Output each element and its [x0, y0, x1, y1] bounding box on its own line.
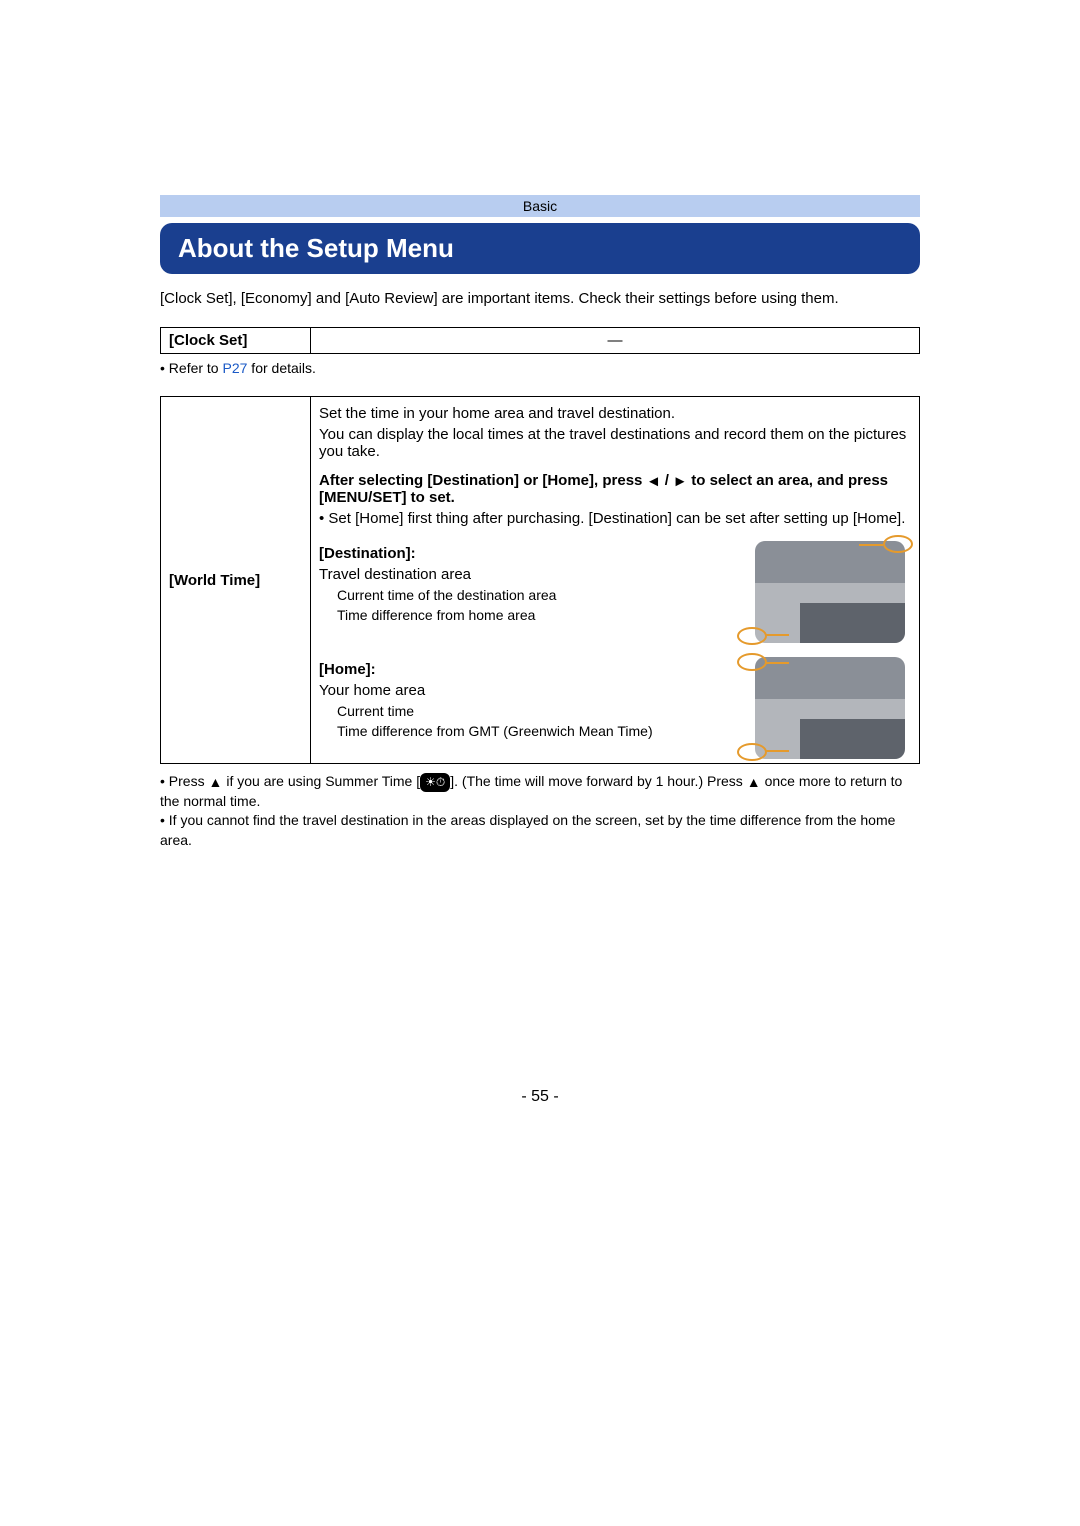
page-title: About the Setup Menu [160, 223, 920, 274]
home-line: Your home area [319, 682, 747, 699]
bullet-icon [160, 360, 169, 376]
callout-oval [737, 653, 767, 671]
callout-oval [737, 743, 767, 761]
note-suffix: for details. [247, 360, 315, 376]
note1-prefix: Press [169, 773, 209, 789]
manual-page: Basic About the Setup Menu [Clock Set], … [0, 0, 1080, 1526]
note-prefix: Refer to [169, 360, 223, 376]
world-time-label: [World Time] [161, 397, 311, 764]
arrow-up-icon: ▲ [747, 776, 761, 790]
bullet-icon [319, 510, 328, 527]
desc-line-1: Set the time in your home area and trave… [319, 405, 911, 422]
footer-notes: Press ▲ if you are using Summer Time [☀⏱… [160, 772, 920, 850]
destination-block: [Destination]: Travel destination area C… [319, 541, 911, 643]
home-sub1: Current time [319, 703, 747, 719]
instruction-note-text: Set [Home] first thing after purchasing.… [328, 510, 905, 527]
breadcrumb: Basic [160, 195, 920, 217]
callout-lead [859, 544, 883, 546]
page-link[interactable]: P27 [223, 360, 248, 376]
clock-set-label: [Clock Set] [161, 328, 311, 354]
page-number: - 55 - [0, 1088, 1080, 1106]
destination-sub1: Current time of the destination area [319, 587, 747, 603]
destination-sub2: Time difference from home area [319, 607, 747, 623]
instruction-line: After selecting [Destination] or [Home],… [319, 472, 911, 506]
footer-note-1: Press ▲ if you are using Summer Time [☀⏱… [160, 772, 920, 811]
callout-oval [883, 535, 913, 553]
desc-line-2: You can display the local times at the t… [319, 426, 911, 460]
destination-heading: [Destination]: [319, 545, 747, 562]
home-thumbnail [755, 657, 905, 759]
arrow-left-icon: ◄ [647, 475, 661, 489]
instruction-part1: After selecting [Destination] or [Home],… [319, 472, 647, 489]
intro-paragraph: [Clock Set], [Economy] and [Auto Review]… [160, 288, 920, 309]
note1-suffix: ]. (The time will move forward by 1 hour… [450, 773, 746, 789]
summer-time-icon: ☀⏱ [420, 773, 450, 792]
destination-thumbnail [755, 541, 905, 643]
arrow-up-icon: ▲ [208, 776, 222, 790]
home-heading: [Home]: [319, 661, 747, 678]
page-title-text: About the Setup Menu [178, 233, 454, 263]
home-block: [Home]: Your home area Current time Time… [319, 657, 911, 759]
callout-lead [765, 750, 789, 752]
callout-lead [765, 634, 789, 636]
arrow-right-icon: ► [673, 475, 687, 489]
clock-set-note: Refer to P27 for details. [160, 360, 920, 376]
instruction-slash: / [665, 472, 669, 489]
clock-set-value: — [311, 328, 920, 354]
world-time-table: [World Time] Set the time in your home a… [160, 396, 920, 764]
note1-mid: if you are using Summer Time [ [226, 773, 420, 789]
destination-line: Travel destination area [319, 566, 747, 583]
world-time-content: Set the time in your home area and trave… [311, 397, 920, 764]
breadcrumb-text: Basic [523, 198, 557, 214]
home-home-sub2: Time difference from GMT (Greenwich Mean… [319, 723, 747, 739]
clock-set-table: [Clock Set] — [160, 327, 920, 354]
callout-lead [765, 662, 789, 664]
instruction-note: Set [Home] first thing after purchasing.… [319, 510, 911, 527]
callout-oval [737, 627, 767, 645]
footer-note-2: If you cannot find the travel destinatio… [160, 811, 920, 850]
